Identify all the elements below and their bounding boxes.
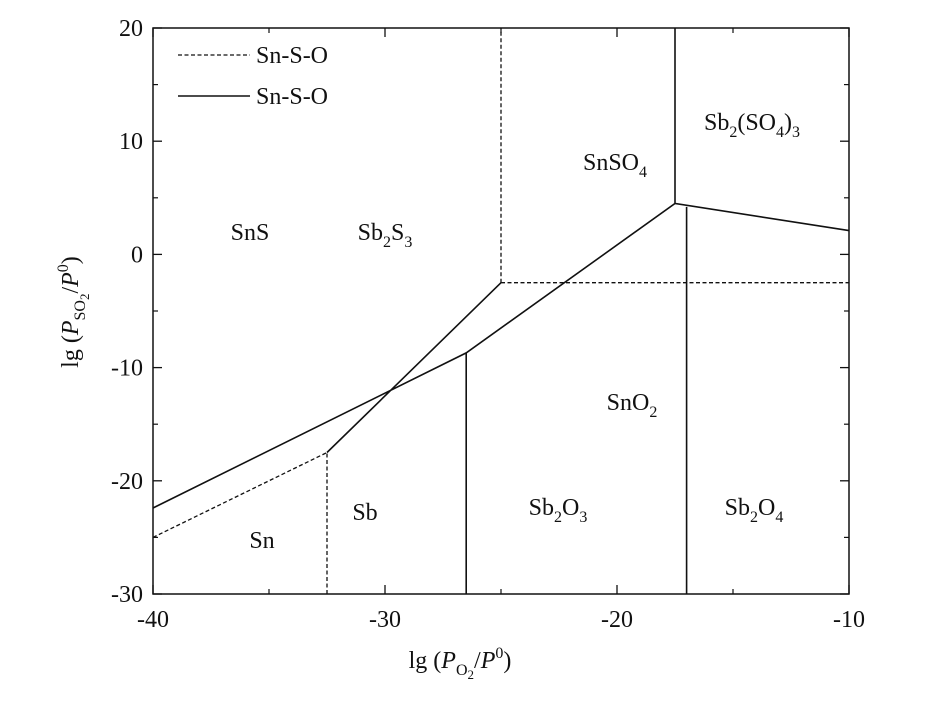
y-tick-label: -20	[111, 469, 143, 495]
x-tick-label: -30	[369, 607, 401, 633]
region-label-part: 2	[750, 509, 758, 526]
y-axis-label: lg (PSO2/P0)	[55, 256, 92, 368]
y-axis-label-part: lg (	[58, 335, 84, 368]
region-label: Sb2S3	[358, 220, 413, 251]
y-tick-label: -10	[111, 356, 143, 382]
region-label-part: 2	[649, 404, 657, 421]
region-label-part: O	[562, 495, 579, 521]
x-tick-label: -40	[137, 607, 169, 633]
y-axis-label-part: P	[58, 272, 84, 288]
region-label-part: Sb	[358, 220, 383, 246]
x-axis-label: lg (PO2/P0)	[409, 645, 512, 682]
y-axis-label-part: 2	[77, 294, 92, 301]
region-label-part: 3	[792, 124, 800, 141]
y-axis-label-part: )	[58, 256, 84, 264]
region-label: Sb2(SO4)3	[704, 110, 800, 141]
region-label: Sb	[352, 500, 377, 526]
region-label: SnS	[231, 220, 270, 246]
region-label-part: Sb	[704, 110, 729, 136]
y-axis-label-part: /	[58, 287, 84, 294]
boundary-line	[152, 28, 850, 594]
x-axis-label-part: P	[480, 648, 496, 674]
region-label-part: (SO	[737, 110, 776, 136]
y-tick-label: 20	[119, 16, 143, 42]
x-axis-label-part: lg (	[409, 648, 442, 674]
x-tick-label: -10	[833, 607, 865, 633]
x-axis-label-part: 0	[495, 645, 503, 662]
region-label-part: 4	[639, 164, 647, 181]
x-axis-label-part: O	[456, 662, 468, 679]
region-label-part: 2	[383, 234, 391, 251]
x-axis-label-part: 2	[468, 667, 475, 682]
region-label-part: Sb	[352, 500, 377, 526]
region-label-part: S	[391, 220, 404, 246]
region-label: SnSO4	[583, 150, 647, 181]
region-label-part: 2	[729, 124, 737, 141]
region-label-part: SnS	[231, 220, 270, 246]
legend-label: Sn-S-O	[256, 84, 328, 110]
x-axis-label-part: P	[440, 648, 456, 674]
y-axis-label-part: 0	[55, 264, 72, 272]
region-label-part: Sn	[249, 528, 274, 554]
region-label-part: 3	[404, 234, 412, 251]
region-label-part: 3	[579, 509, 587, 526]
region-label-part: SnO	[607, 390, 650, 416]
region-label: SnO2	[607, 390, 658, 421]
y-tick-label: 10	[119, 129, 143, 155]
x-tick-label: -20	[601, 607, 633, 633]
x-axis-label-part: /	[474, 648, 481, 674]
y-tick-label: -30	[111, 582, 143, 608]
region-label-part: )	[784, 110, 792, 136]
x-axis-label-part: )	[503, 648, 511, 674]
region-label-part: SnSO	[583, 150, 639, 176]
region-label: Sb2O4	[725, 495, 784, 526]
region-label-part: Sb	[529, 495, 554, 521]
region-label-part: O	[758, 495, 775, 521]
region-label-part: 2	[554, 509, 562, 526]
y-tick-label: 0	[131, 242, 143, 268]
region-label-part: 4	[776, 124, 784, 141]
region-label: Sn	[249, 528, 274, 554]
legend-label: Sn-S-O	[256, 43, 328, 69]
y-axis-label-part: P	[58, 320, 84, 336]
region-label: Sb2O3	[529, 495, 588, 526]
region-label-part: Sb	[725, 495, 750, 521]
region-label-part: 4	[775, 509, 783, 526]
y-axis-label-part: SO	[72, 300, 89, 320]
